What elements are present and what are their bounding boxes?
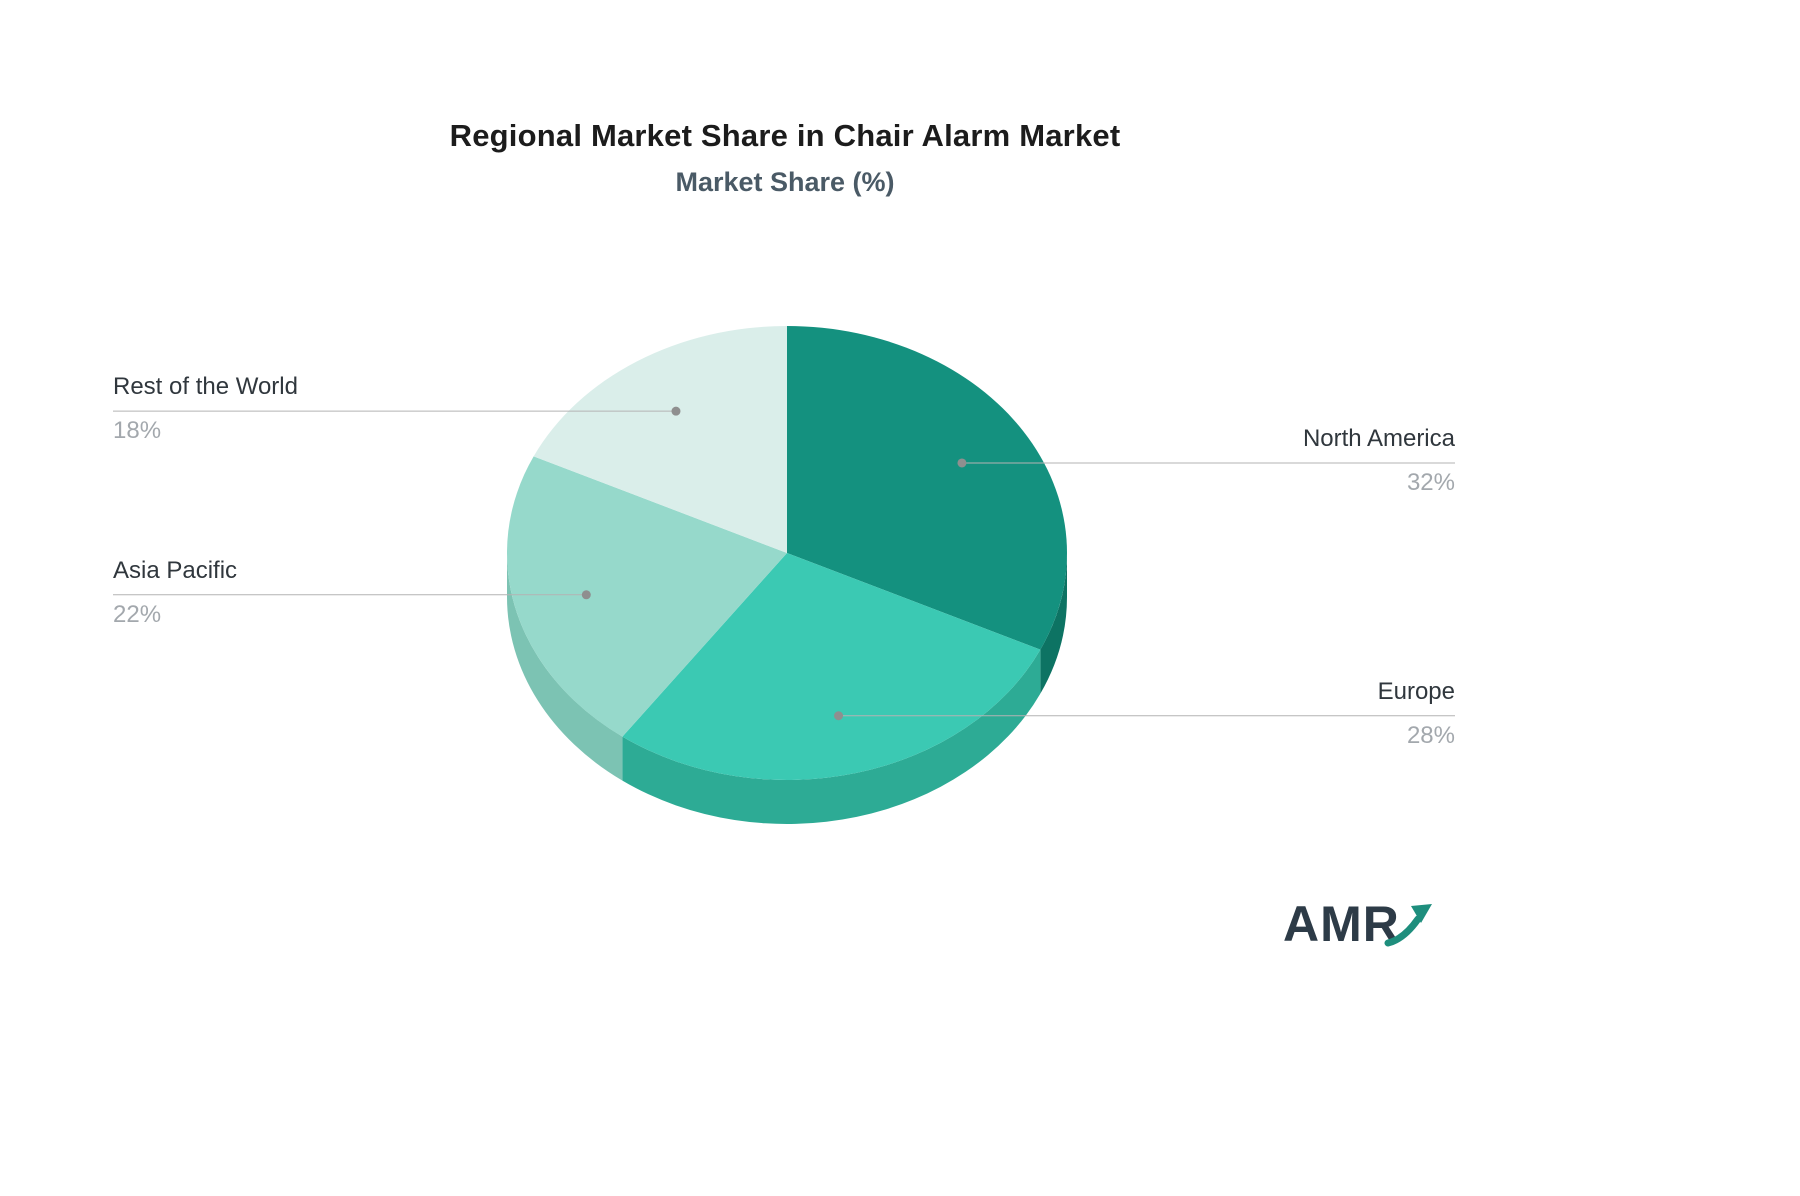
leader-dot — [581, 590, 591, 600]
pie-slice-side — [507, 553, 623, 781]
slice-value-north-america: 32% — [1406, 468, 1455, 496]
amr-logo-arrow-icon — [1384, 904, 1432, 947]
label-rest-of-world: Rest of the World 18% — [113, 373, 473, 444]
slice-value-rest-of-world: 18% — [113, 417, 162, 445]
label-north-america: North America 32% — [1095, 425, 1455, 496]
amr-logo-text: AMR — [1283, 896, 1400, 952]
slice-name-north-america: North America — [1302, 424, 1455, 452]
label-europe: Europe 28% — [1095, 678, 1455, 749]
chart-title: Regional Market Share in Chair Alarm Mar… — [449, 118, 1121, 153]
leader-dot — [671, 406, 681, 416]
pie-slice — [622, 553, 1041, 780]
chart-subtitle: Market Share (%) — [675, 167, 895, 197]
label-asia-pacific: Asia Pacific 22% — [113, 557, 473, 628]
slice-name-rest-of-world: Rest of the World — [113, 373, 298, 401]
slice-name-europe: Europe — [1377, 677, 1455, 705]
pie-slice-side — [1040, 553, 1067, 694]
pie-slice — [533, 326, 787, 553]
amr-logo: AMR — [1283, 895, 1434, 953]
slice-name-asia-pacific: Asia Pacific — [113, 556, 238, 584]
leader-dot — [957, 458, 967, 468]
pie-slice-side — [622, 649, 1041, 824]
slice-value-asia-pacific: 22% — [113, 600, 162, 628]
leader-dot — [834, 711, 844, 721]
slice-value-europe: 28% — [1406, 721, 1455, 749]
pie-slice — [787, 326, 1067, 650]
pie-slice — [507, 456, 787, 737]
